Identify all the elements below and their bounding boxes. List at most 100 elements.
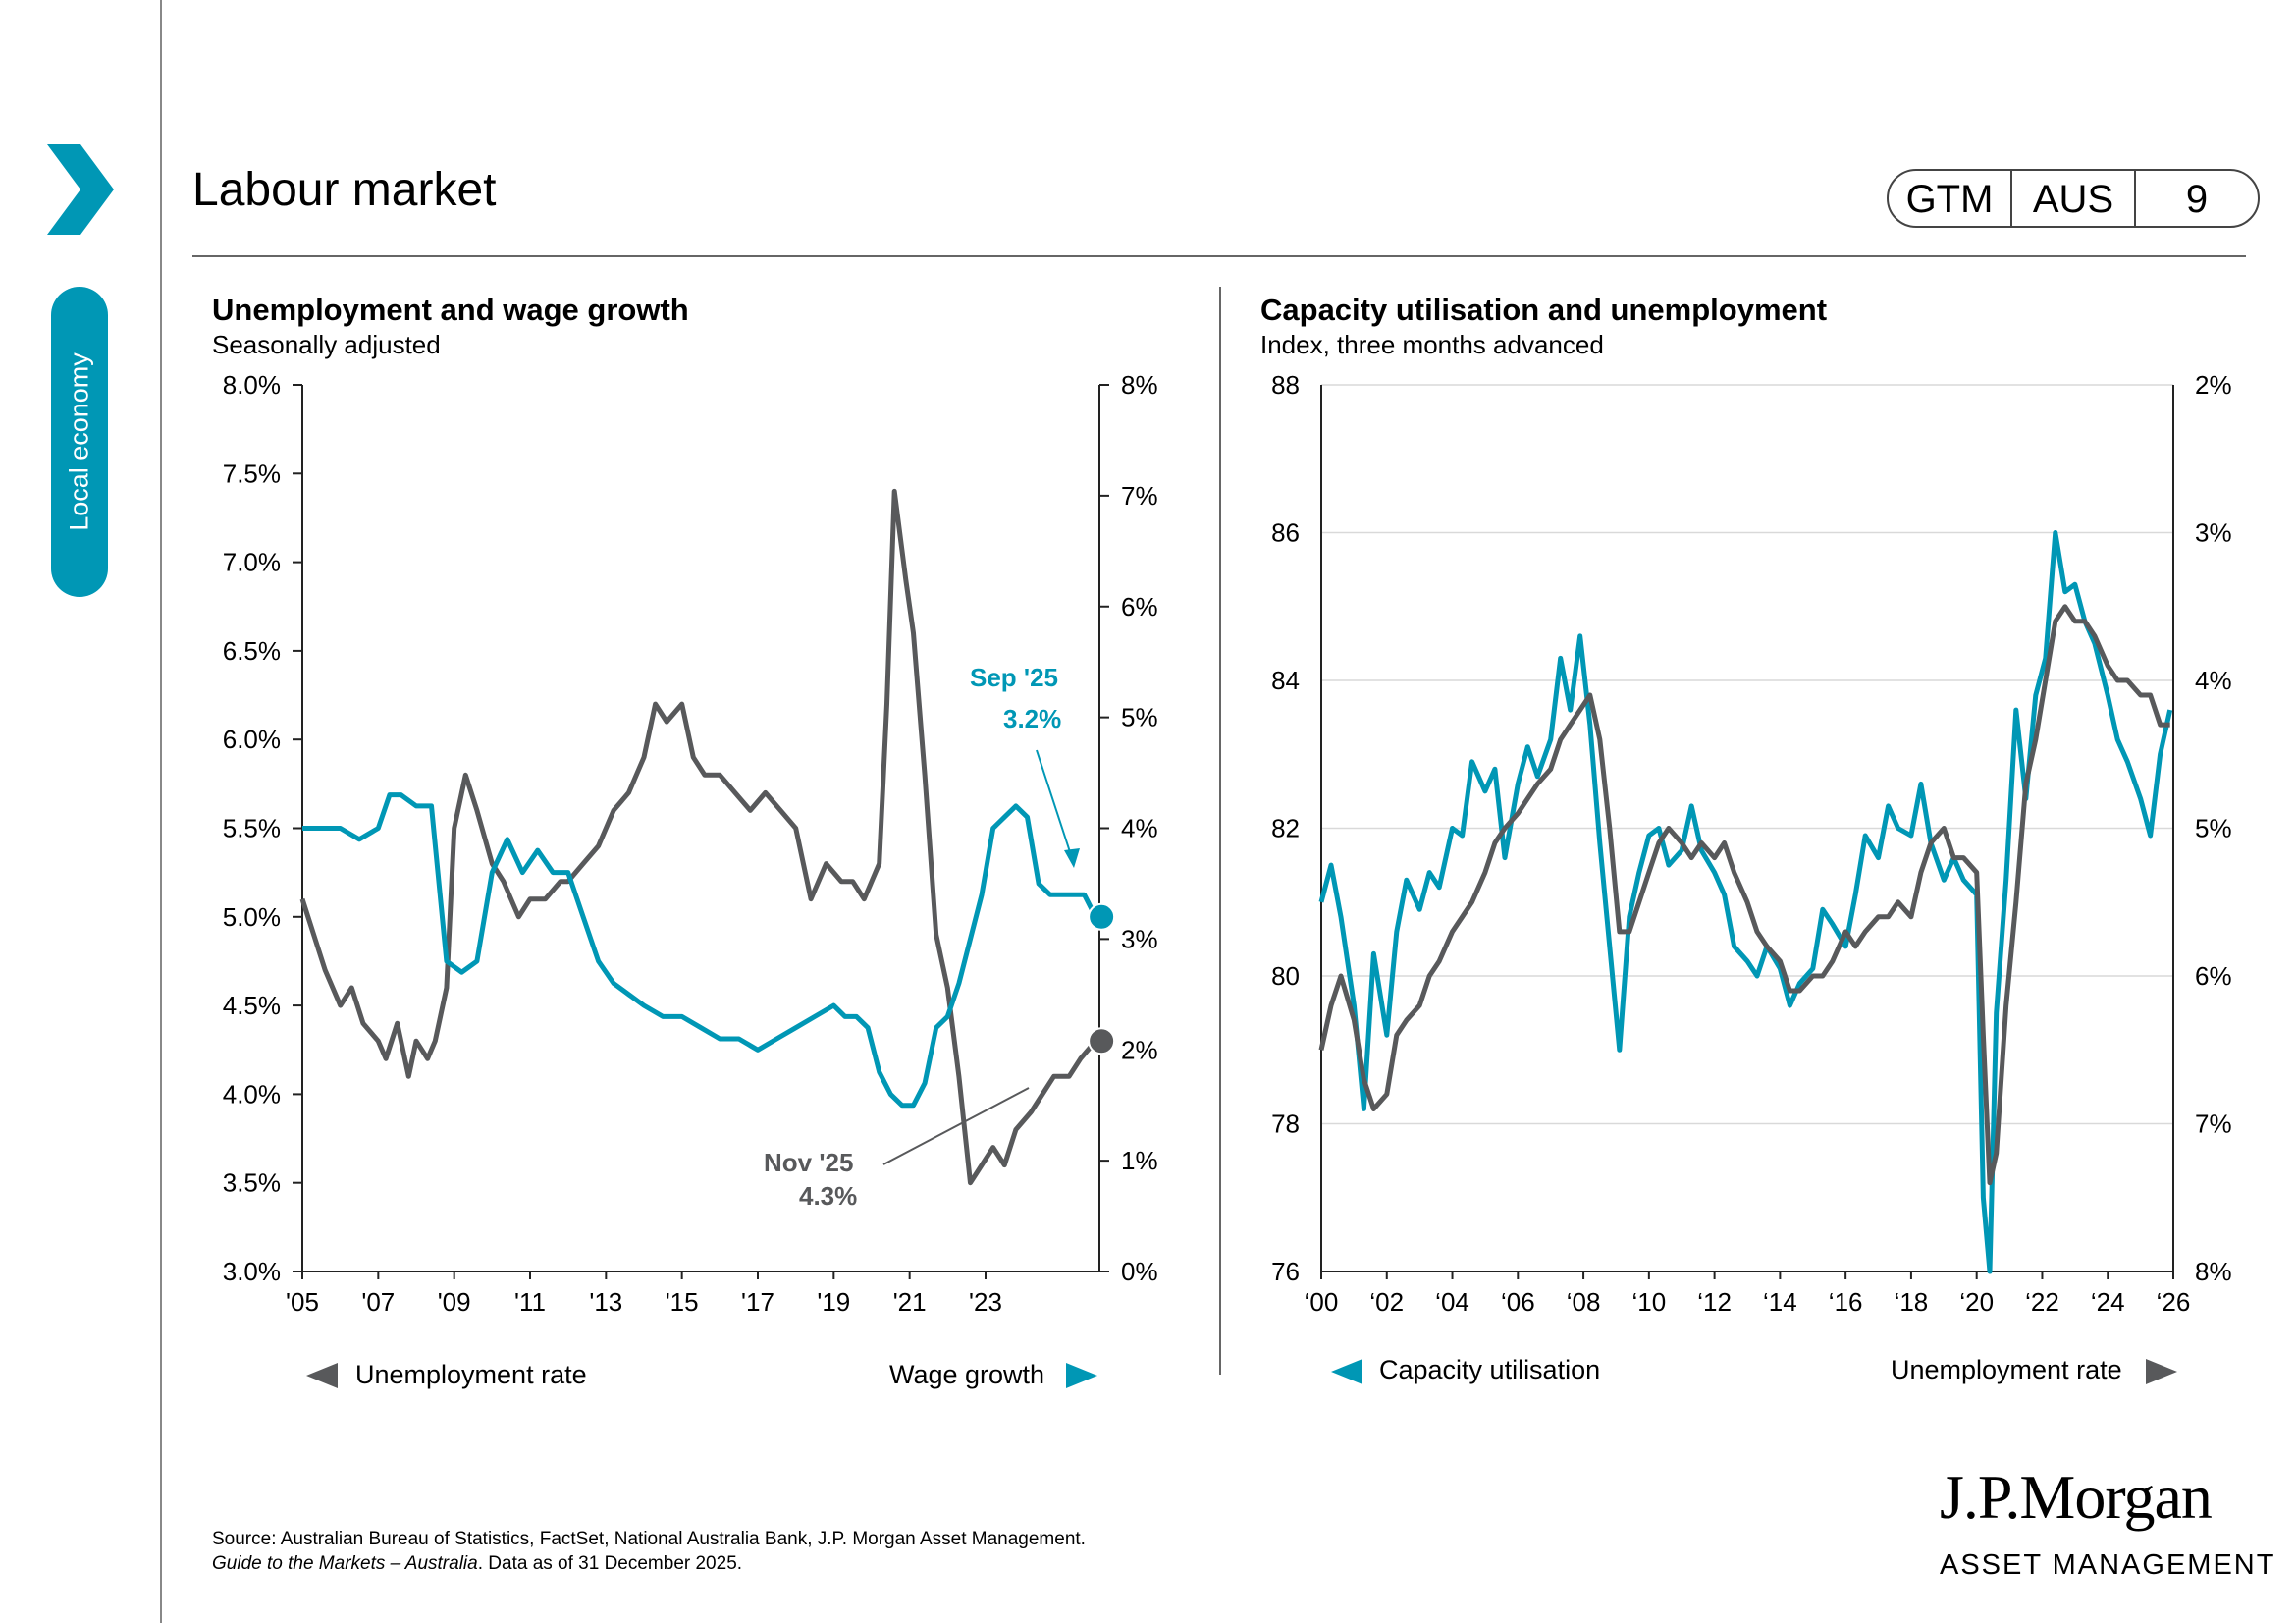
x-tick-label: ‘12 xyxy=(1697,1287,1732,1317)
source-line-1: Source: Australian Bureau of Statistics,… xyxy=(212,1529,1086,1549)
x-tick-label: ‘20 xyxy=(1959,1287,1994,1317)
source-line-2: Guide to the Markets – Australia. Data a… xyxy=(212,1551,1086,1576)
y-left-tick-label: 8.0% xyxy=(223,370,281,400)
sidebar-divider xyxy=(160,0,162,1623)
tag-page-number: 9 xyxy=(2134,171,2258,226)
x-tick-label: ‘24 xyxy=(2091,1287,2125,1317)
x-tick-label: ‘00 xyxy=(1305,1287,1339,1317)
right-legend-unemployment: Unemployment rate xyxy=(1891,1355,2122,1384)
x-tick-label: ‘14 xyxy=(1763,1287,1797,1317)
left-chart-subtitle: Seasonally adjusted xyxy=(212,330,441,359)
x-tick-label: ‘04 xyxy=(1435,1287,1469,1317)
page-title: Labour market xyxy=(192,164,497,216)
source-note: Source: Australian Bureau of Statistics,… xyxy=(212,1527,1086,1576)
y-right-tick-label: 5% xyxy=(1121,703,1158,732)
y-right-tick-label: 8% xyxy=(2195,1257,2232,1286)
annotation-wage-value: 3.2% xyxy=(1003,704,1062,733)
unemployment-wage-chart: 3.0% 3.5% 4.0% 4.5% 5.0% 5.5% 6.0% 6.5% 7.0% 7.5%… xyxy=(223,370,1158,1317)
x-tick-label: ‘16 xyxy=(1829,1287,1863,1317)
left-arrow-teal-icon xyxy=(1331,1359,1362,1384)
y-left-tick-label: 4.0% xyxy=(223,1079,281,1109)
y-left-tick-label: 86 xyxy=(1271,518,1300,548)
left-legend-unemployment: Unemployment rate xyxy=(355,1360,587,1389)
x-tick-label: ‘10 xyxy=(1631,1287,1666,1317)
left-legend-wage: Wage growth xyxy=(889,1360,1045,1389)
capacity-unemployment-chart: 76 78 80 82 84 86 88 8% 7% 6% 5% 4% 3% 2% ‘00 ‘02 ‘04 ‘06… xyxy=(1271,370,2232,1317)
page-tag: GTM AUS 9 xyxy=(1887,169,2260,228)
left-arrow-gray-icon xyxy=(306,1363,338,1388)
x-tick-label: ‘18 xyxy=(1895,1287,1929,1317)
y-left-tick-label: 4.5% xyxy=(223,991,281,1020)
x-tick-label: '21 xyxy=(893,1287,927,1317)
x-tick-label: '05 xyxy=(286,1287,319,1317)
annotation-unemp-value: 4.3% xyxy=(799,1181,858,1211)
x-tick-label: ‘06 xyxy=(1501,1287,1535,1317)
logo-subtitle: ASSET MANAGEMENT xyxy=(1940,1549,2276,1581)
section-tab-local-economy[interactable]: Local economy xyxy=(51,287,108,597)
source-publication: Guide to the Markets – Australia xyxy=(212,1553,478,1574)
annotation-wage-arrowhead xyxy=(1064,848,1080,868)
y-right-tick-label: 4% xyxy=(1121,814,1158,843)
chevron-right-icon xyxy=(47,144,114,235)
y-right-tick-label: 1% xyxy=(1121,1146,1158,1175)
x-tick-label: '15 xyxy=(666,1287,699,1317)
y-left-tick-label: 88 xyxy=(1271,370,1300,400)
right-legend-capacity: Capacity utilisation xyxy=(1379,1355,1601,1384)
y-right-tick-label: 4% xyxy=(2195,666,2232,695)
annotation-wage-label: Sep '25 xyxy=(970,663,1059,692)
x-tick-label: '11 xyxy=(514,1287,546,1317)
y-right-tick-label: 7% xyxy=(1121,481,1158,511)
y-left-tick-label: 76 xyxy=(1271,1257,1300,1286)
x-tick-label: '07 xyxy=(361,1287,395,1317)
y-left-tick-label: 7.5% xyxy=(223,459,281,488)
tag-gtm: GTM xyxy=(1905,178,1994,221)
y-left-tick-label: 7.0% xyxy=(223,548,281,577)
y-left-tick-label: 82 xyxy=(1271,814,1300,843)
y-left-tick-label: 5.0% xyxy=(223,902,281,932)
x-tick-label: '23 xyxy=(969,1287,1002,1317)
right-arrow-teal-icon xyxy=(1066,1363,1097,1388)
source-date: . Data as of 31 December 2025. xyxy=(477,1553,743,1574)
y-left-tick-label: 6.0% xyxy=(223,725,281,754)
x-tick-label: ‘26 xyxy=(2157,1287,2191,1317)
y-left-tick-label: 3.5% xyxy=(223,1168,281,1198)
tag-aus: AUS xyxy=(2010,171,2134,226)
x-tick-label: ‘22 xyxy=(2025,1287,2059,1317)
annotation-wage-leader xyxy=(1036,749,1075,865)
x-tick-label: '13 xyxy=(589,1287,622,1317)
y-right-tick-label: 0% xyxy=(1121,1257,1158,1286)
x-tick-label: ‘08 xyxy=(1567,1287,1601,1317)
unemployment-end-marker xyxy=(1088,1027,1116,1055)
y-right-tick-label: 7% xyxy=(2195,1109,2232,1139)
right-chart-title: Capacity utilisation and unemployment xyxy=(1260,293,1828,327)
jpmorgan-logo: J.P.Morgan xyxy=(1940,1462,2213,1532)
x-tick-label: '17 xyxy=(741,1287,774,1317)
y-right-tick-label: 5% xyxy=(2195,814,2232,843)
wage-end-marker xyxy=(1088,902,1116,931)
y-right-tick-label: 6% xyxy=(1121,592,1158,622)
y-right-tick-label: 2% xyxy=(2195,370,2232,400)
y-right-tick-label: 6% xyxy=(2195,961,2232,991)
annotation-unemp-label: Nov '25 xyxy=(764,1148,854,1177)
y-left-tick-label: 78 xyxy=(1271,1109,1300,1139)
y-left-tick-label: 3.0% xyxy=(223,1257,281,1286)
y-left-tick-label: 5.5% xyxy=(223,814,281,843)
x-tick-label: ‘02 xyxy=(1369,1287,1404,1317)
x-tick-label: '09 xyxy=(438,1287,471,1317)
y-right-tick-label: 8% xyxy=(1121,370,1158,400)
series-line-capacity-utilisation xyxy=(1318,530,2173,1274)
right-arrow-gray-icon xyxy=(2146,1359,2177,1384)
y-left-tick-label: 84 xyxy=(1271,666,1300,695)
panel-divider xyxy=(1219,287,1221,1375)
annotation-unemp-leader xyxy=(882,1087,1030,1165)
series-line-unemployment-rate xyxy=(1318,604,2170,1186)
left-chart-title: Unemployment and wage growth xyxy=(212,293,689,327)
y-right-tick-label: 3% xyxy=(1121,924,1158,953)
y-right-tick-label: 2% xyxy=(1121,1035,1158,1064)
y-right-tick-label: 3% xyxy=(2195,518,2232,548)
series-line-wage-growth xyxy=(302,792,1098,1109)
y-left-tick-label: 80 xyxy=(1271,961,1300,991)
x-tick-label: '19 xyxy=(817,1287,850,1317)
right-chart-subtitle: Index, three months advanced xyxy=(1260,330,1604,359)
y-left-tick-label: 6.5% xyxy=(223,636,281,666)
